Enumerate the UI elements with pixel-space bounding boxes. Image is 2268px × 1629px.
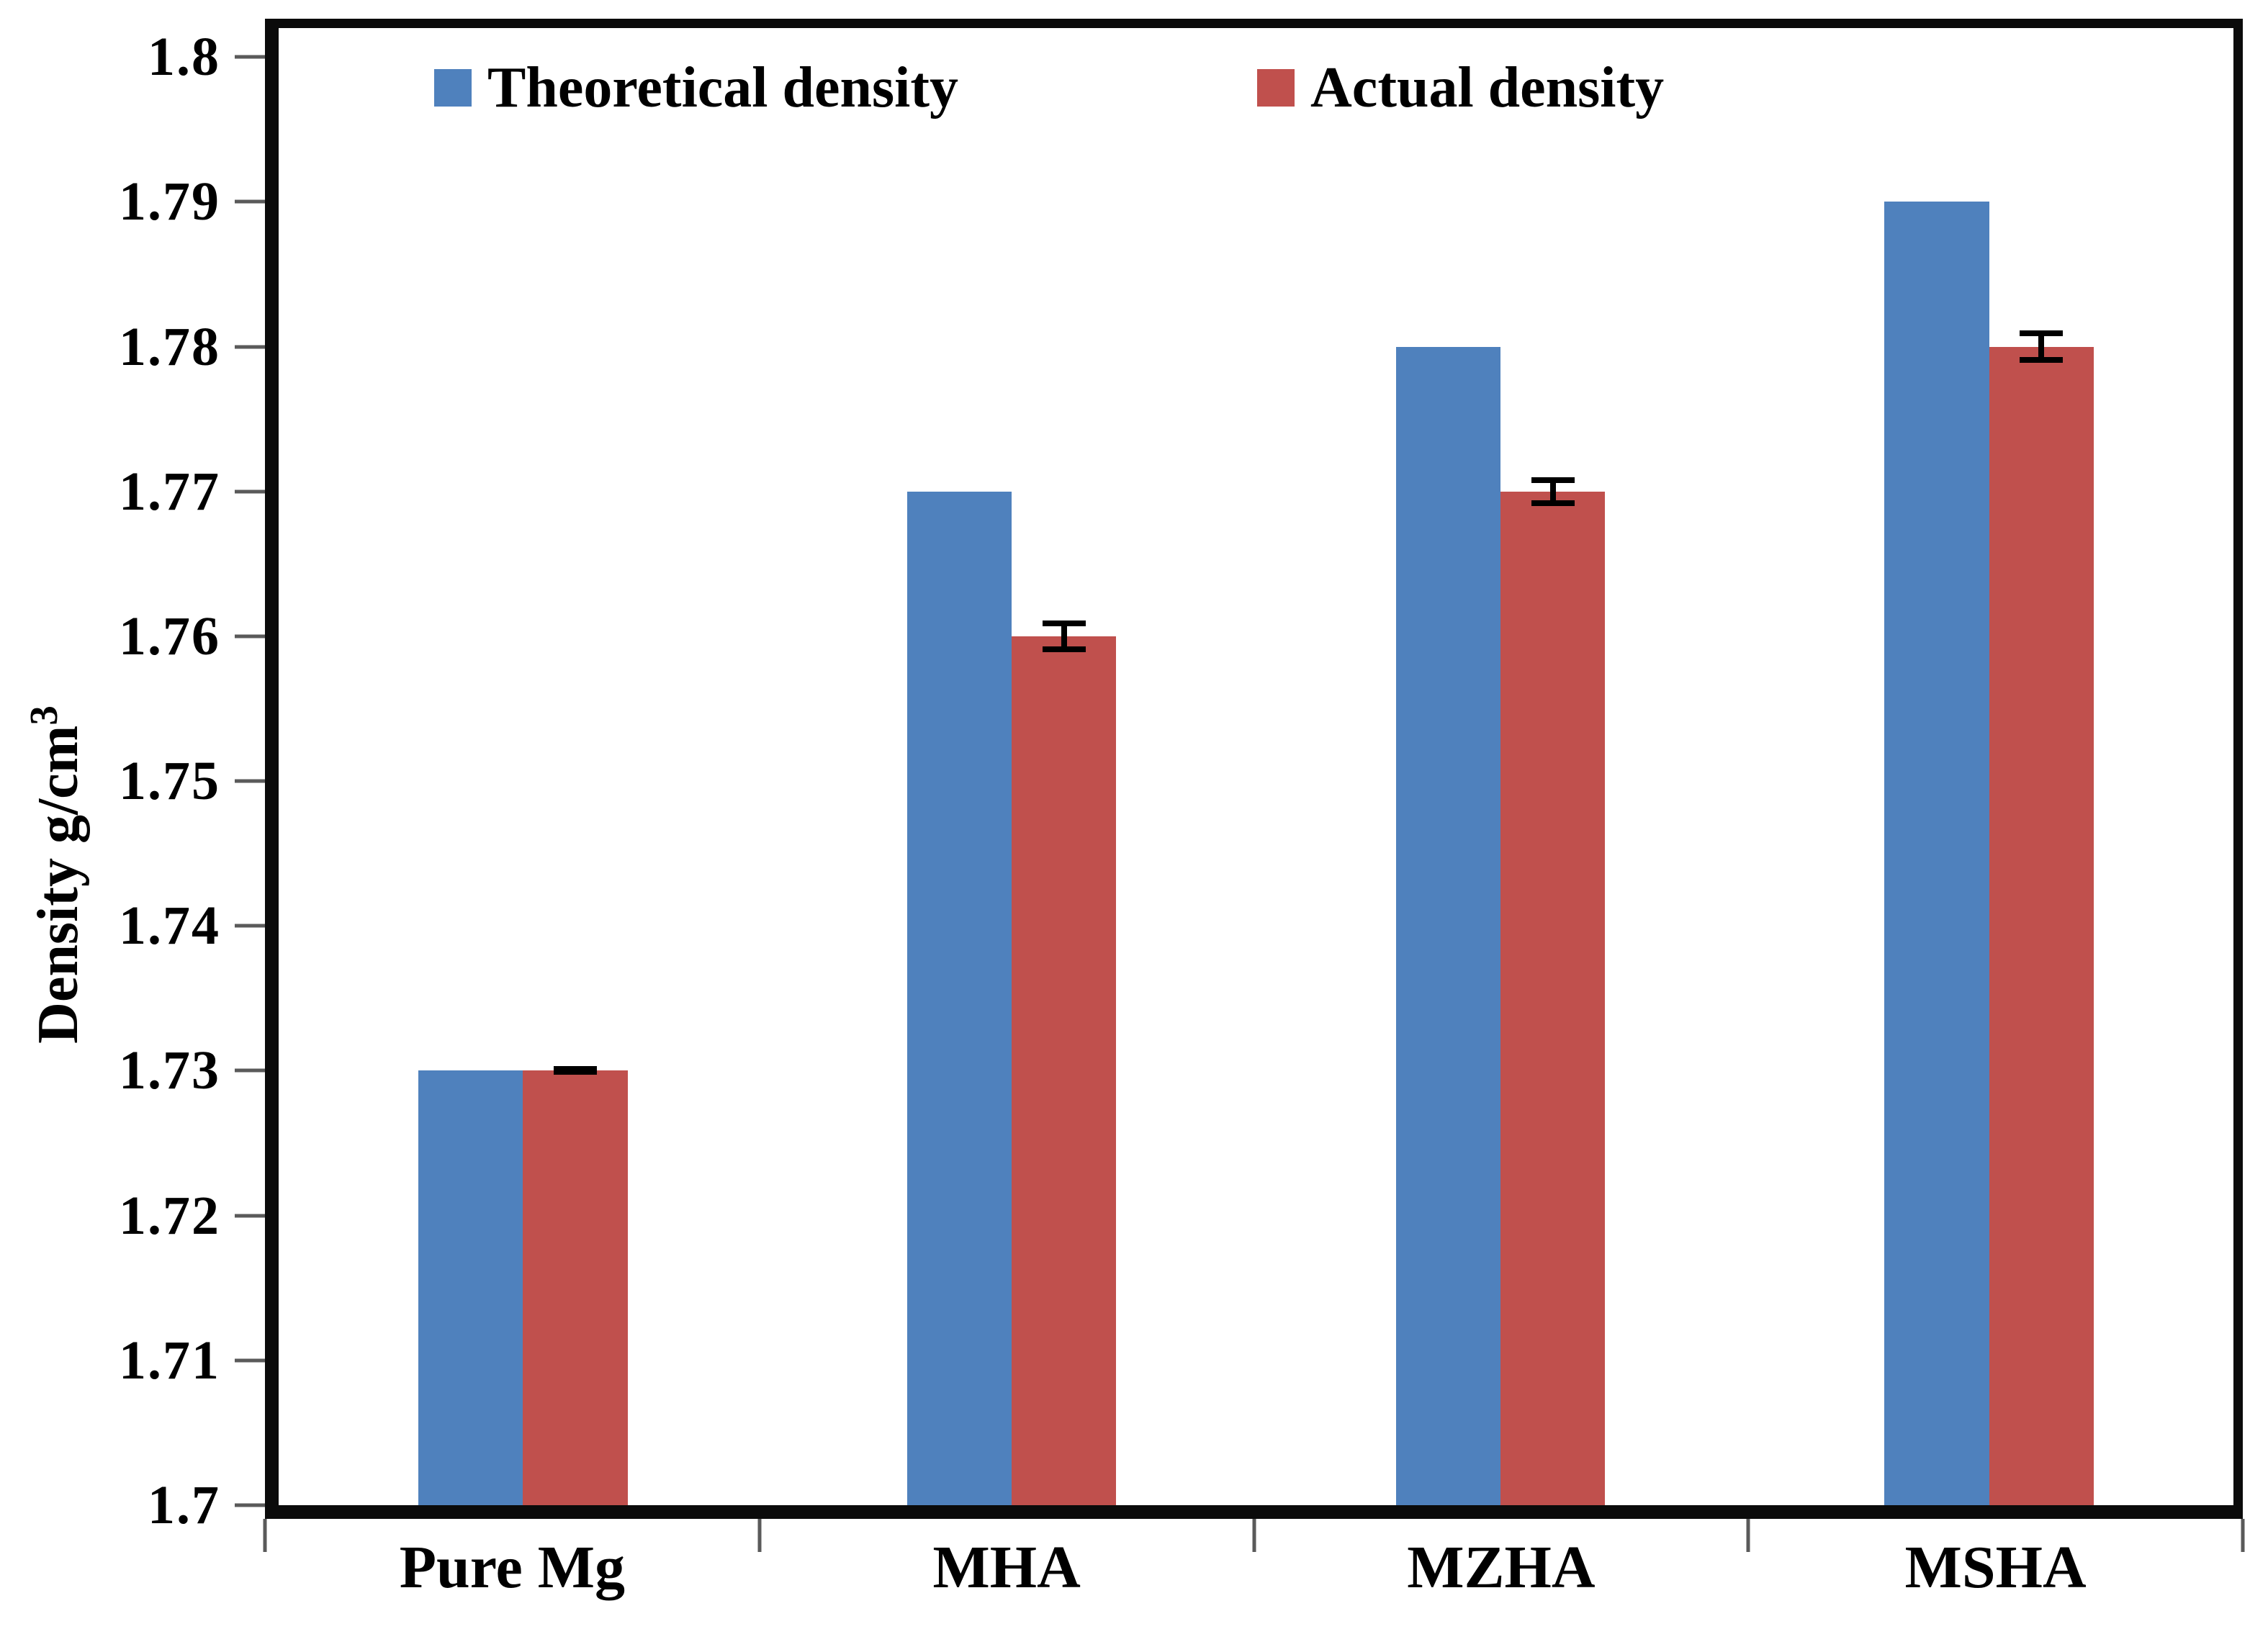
legend-marker-theoretical-density xyxy=(434,69,472,107)
bar-actual-density-pure-mg xyxy=(523,1070,628,1505)
y-tick-mark-1-72 xyxy=(235,1214,265,1218)
y-tick-label-1-77: 1.77 xyxy=(119,461,220,522)
y-tick-label-1-79: 1.79 xyxy=(119,171,220,233)
error-bar-cap-bottom xyxy=(1531,500,1575,506)
bar-actual-density-mzha xyxy=(1500,491,1606,1505)
y-tick-mark-1-71 xyxy=(235,1358,265,1363)
x-axis-category-labels: Pure Mg MHA MZHA MSHA xyxy=(265,1532,2243,1618)
legend-label-actual-density: Actual density xyxy=(1310,56,1665,119)
legend-marker-actual-density xyxy=(1257,69,1295,107)
y-tick-label-1-72: 1.72 xyxy=(119,1185,220,1246)
y-tick-mark-1-75 xyxy=(235,779,265,783)
legend-item-actual-density: Actual density xyxy=(1257,59,1664,117)
y-tick-label-1-8: 1.8 xyxy=(148,27,220,88)
error-bar-line xyxy=(1549,477,1556,506)
x-category-label-msha: MSHA xyxy=(1904,1534,2087,1601)
x-category-label-pure-mg: Pure Mg xyxy=(399,1534,626,1601)
y-tick-label-1-71: 1.71 xyxy=(119,1330,220,1391)
x-tick-mark-3 xyxy=(1746,1519,1750,1552)
y-tick-label-1-7: 1.7 xyxy=(148,1475,220,1535)
x-tick-mark-0 xyxy=(263,1519,267,1552)
bar-theoretical-density-mzha xyxy=(1395,346,1500,1505)
bar-theoretical-density-msha xyxy=(1884,202,1989,1505)
y-tick-label-1-76: 1.76 xyxy=(119,605,220,667)
error-bar-cap-bottom xyxy=(1042,646,1086,653)
error-bar-cap-bottom xyxy=(2020,356,2064,363)
y-tick-mark-1-8 xyxy=(235,55,265,59)
legend: Theoretical density Actual density xyxy=(265,59,2243,117)
error-bar-line xyxy=(1061,620,1067,653)
y-tick-label-1-78: 1.78 xyxy=(119,316,220,377)
plot-inner xyxy=(279,28,2233,1505)
y-tick-mark-1-7 xyxy=(235,1503,265,1507)
y-axis-tick-marks xyxy=(235,28,265,1507)
error-bar-cap-top xyxy=(1531,477,1575,483)
y-tick-mark-1-74 xyxy=(235,924,265,928)
y-tick-mark-1-77 xyxy=(235,489,265,494)
bar-actual-density-msha xyxy=(1989,346,2094,1505)
error-bar-cap-top xyxy=(554,1066,597,1073)
y-tick-label-1-74: 1.74 xyxy=(119,895,220,957)
error-bar-line xyxy=(2038,330,2045,363)
error-bar-cap-top xyxy=(1042,620,1086,626)
y-tick-mark-1-76 xyxy=(235,634,265,638)
error-bar-cap-bottom xyxy=(554,1069,597,1075)
y-tick-mark-1-78 xyxy=(235,345,265,349)
bar-actual-density-mha xyxy=(1012,636,1117,1505)
x-axis-tick-marks xyxy=(263,1519,2245,1552)
legend-label-theoretical-density: Theoretical density xyxy=(487,56,959,119)
x-tick-mark-1 xyxy=(757,1519,762,1552)
y-tick-label-1-73: 1.73 xyxy=(119,1040,220,1101)
x-category-label-mzha: MZHA xyxy=(1407,1534,1596,1601)
error-bar-cap-top xyxy=(2020,330,2064,337)
bar-theoretical-density-pure-mg xyxy=(418,1070,523,1505)
x-tick-mark-2 xyxy=(1252,1519,1256,1552)
legend-item-theoretical-density: Theoretical density xyxy=(434,59,958,117)
y-tick-mark-1-73 xyxy=(235,1068,265,1073)
y-tick-mark-1-79 xyxy=(235,199,265,204)
y-axis-tick-labels: 1.7 1.71 1.72 1.73 1.74 1.75 1.76 1.77 1.78 1.79 1… xyxy=(0,27,220,1533)
x-tick-mark-4 xyxy=(2241,1519,2245,1552)
bar-theoretical-density-mha xyxy=(906,491,1012,1505)
plot-area xyxy=(265,19,2243,1519)
y-tick-label-1-75: 1.75 xyxy=(119,751,220,812)
x-category-label-mha: MHA xyxy=(932,1534,1081,1601)
